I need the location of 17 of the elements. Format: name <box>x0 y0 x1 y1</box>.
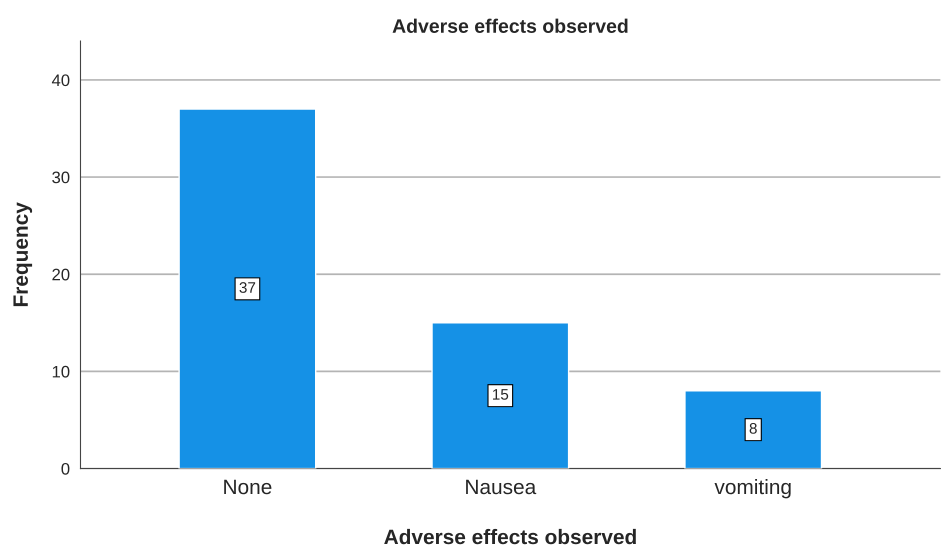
x-tick-label: None <box>224 480 272 494</box>
y-tick-label: 10 <box>52 366 70 378</box>
y-tick-label: 40 <box>52 74 70 86</box>
bar <box>684 390 822 469</box>
x-axis-title: Adverse effects observed <box>384 528 636 544</box>
y-tick-label: 20 <box>52 268 70 280</box>
x-tick-label: vomiting <box>714 478 791 498</box>
chart-title: Adverse effects observed <box>392 18 628 33</box>
bar <box>431 322 570 469</box>
y-axis-title: Frequency <box>13 202 32 306</box>
y-tick-label: 30 <box>52 172 70 184</box>
bar <box>178 108 316 469</box>
y-tick-label: 0 <box>61 462 70 475</box>
data-label: 37 <box>240 282 256 293</box>
data-label: 15 <box>492 389 508 400</box>
x-tick-label: Nausea <box>466 480 536 494</box>
data-label: 8 <box>750 422 757 434</box>
